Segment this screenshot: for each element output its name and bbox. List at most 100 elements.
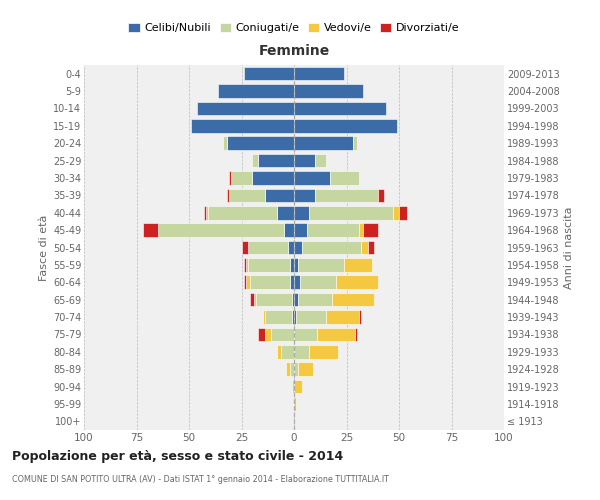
Bar [281, 345, 294, 358]
Bar [378, 188, 385, 202]
Bar [229, 171, 231, 185]
Bar [294, 102, 386, 115]
Bar [361, 240, 367, 254]
Bar [294, 240, 302, 254]
Bar [294, 188, 315, 202]
Bar [157, 224, 284, 237]
Bar [298, 258, 344, 272]
Bar [292, 293, 294, 306]
Bar [229, 188, 265, 202]
Text: Femmine: Femmine [259, 44, 329, 58]
Bar [191, 119, 294, 132]
Bar [309, 206, 392, 220]
Bar [143, 224, 157, 237]
Bar [294, 84, 364, 98]
Bar [227, 188, 229, 202]
Bar [244, 276, 246, 289]
Bar [277, 206, 294, 220]
Bar [254, 293, 256, 306]
Bar [256, 293, 292, 306]
Bar [392, 206, 399, 220]
Bar [294, 171, 330, 185]
Bar [265, 310, 292, 324]
Bar [271, 328, 294, 341]
Bar [294, 119, 397, 132]
Bar [344, 258, 372, 272]
Bar [265, 188, 294, 202]
Bar [284, 224, 294, 237]
Bar [248, 240, 288, 254]
Bar [292, 380, 294, 394]
Bar [204, 206, 206, 220]
Bar [294, 310, 296, 324]
Bar [286, 362, 290, 376]
Bar [248, 258, 290, 272]
Bar [263, 310, 265, 324]
Bar [231, 171, 252, 185]
Bar [218, 84, 294, 98]
Bar [292, 310, 294, 324]
Bar [315, 154, 325, 168]
Bar [223, 136, 227, 150]
Bar [290, 258, 294, 272]
Bar [294, 380, 302, 394]
Bar [197, 102, 294, 115]
Bar [330, 171, 359, 185]
Bar [294, 154, 315, 168]
Text: Popolazione per età, sesso e stato civile - 2014: Popolazione per età, sesso e stato civil… [12, 450, 343, 463]
Bar [359, 310, 361, 324]
Bar [367, 240, 374, 254]
Bar [294, 224, 307, 237]
Bar [244, 67, 294, 80]
Bar [290, 276, 294, 289]
Bar [294, 397, 296, 410]
Bar [302, 240, 361, 254]
Bar [259, 154, 294, 168]
Bar [265, 328, 271, 341]
Bar [259, 328, 265, 341]
Bar [294, 328, 317, 341]
Bar [353, 136, 357, 150]
Bar [364, 224, 378, 237]
Bar [355, 328, 357, 341]
Bar [294, 136, 353, 150]
Bar [315, 188, 378, 202]
Text: COMUNE DI SAN POTITO ULTRA (AV) - Dati ISTAT 1° gennaio 2014 - Elaborazione TUTT: COMUNE DI SAN POTITO ULTRA (AV) - Dati I… [12, 475, 389, 484]
Bar [246, 258, 248, 272]
Bar [294, 362, 298, 376]
Bar [208, 206, 277, 220]
Bar [277, 345, 281, 358]
Bar [250, 276, 290, 289]
Bar [294, 276, 301, 289]
Bar [325, 310, 359, 324]
Bar [294, 293, 298, 306]
Bar [294, 258, 298, 272]
Bar [250, 293, 254, 306]
Bar [399, 206, 407, 220]
Bar [332, 293, 374, 306]
Bar [336, 276, 378, 289]
Bar [252, 171, 294, 185]
Y-axis label: Anni di nascita: Anni di nascita [563, 206, 574, 289]
Bar [227, 136, 294, 150]
Bar [290, 362, 294, 376]
Bar [294, 345, 309, 358]
Bar [206, 206, 208, 220]
Bar [296, 310, 325, 324]
Bar [307, 224, 359, 237]
Legend: Celibi/Nubili, Coniugati/e, Vedovi/e, Divorziati/e: Celibi/Nubili, Coniugati/e, Vedovi/e, Di… [125, 20, 463, 36]
Bar [252, 154, 259, 168]
Bar [244, 258, 246, 272]
Bar [359, 224, 364, 237]
Bar [298, 362, 313, 376]
Bar [294, 206, 309, 220]
Bar [294, 67, 344, 80]
Bar [301, 276, 336, 289]
Bar [288, 240, 294, 254]
Y-axis label: Fasce di età: Fasce di età [38, 214, 49, 280]
Bar [298, 293, 332, 306]
Bar [309, 345, 338, 358]
Bar [241, 240, 248, 254]
Bar [246, 276, 250, 289]
Bar [317, 328, 355, 341]
